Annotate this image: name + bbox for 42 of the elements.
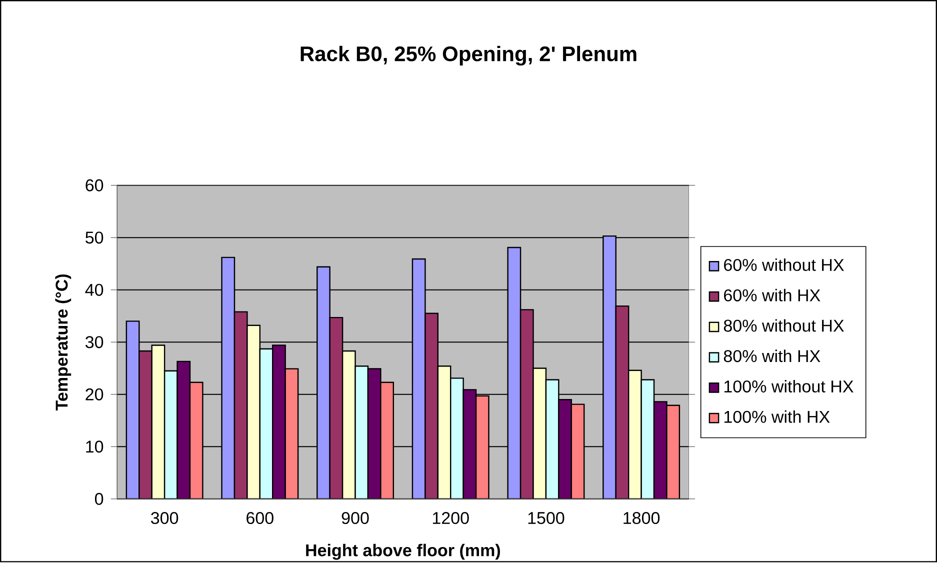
legend-label: 60% without HX [724, 258, 844, 271]
bar [342, 350, 356, 499]
y-tick-label: 0 [94, 492, 104, 505]
x-tick-label: 1200 [432, 512, 469, 524]
bar [246, 324, 261, 499]
y-tick-label: 60 [86, 179, 104, 192]
x-tick-label: 1500 [528, 512, 564, 524]
bar [189, 382, 204, 499]
y-tick-label: 40 [85, 284, 104, 296]
y-tick-label: 20 [86, 388, 104, 400]
bar [329, 316, 344, 499]
bar [380, 382, 394, 499]
legend-label: 100% without HX [724, 380, 854, 392]
bar [437, 365, 452, 499]
y-axis-title: Temperature (°C) [55, 274, 72, 410]
bar [615, 305, 630, 499]
bar [532, 367, 547, 499]
x-tick-label: 900 [342, 512, 369, 524]
x-tick-label: 600 [246, 512, 274, 524]
bar [367, 368, 382, 499]
legend-label: 60% with HX [724, 288, 820, 302]
legend-label: 100% with HX [724, 410, 830, 423]
legend-label: 80% with HX [724, 349, 820, 362]
y-tick-label: 10 [86, 440, 104, 452]
bar [475, 395, 490, 499]
x-tick-label: 300 [151, 512, 178, 524]
y-tick-label: 50 [86, 231, 104, 244]
bar [284, 368, 299, 499]
bar [138, 350, 152, 499]
x-axis-title: Height above floor (mm) [306, 544, 500, 560]
legend-label: 80% without HX [724, 319, 844, 332]
bar [520, 308, 534, 499]
bar [558, 398, 572, 499]
x-tick-label: 1800 [624, 512, 660, 524]
bar [424, 312, 438, 499]
y-tick-label: 30 [86, 336, 104, 348]
bar [234, 310, 248, 499]
bar [272, 344, 286, 499]
bar [628, 370, 642, 499]
bar [176, 360, 191, 499]
chart-title: Rack B0, 25% Opening, 2' Plenum [300, 46, 636, 66]
bar [151, 344, 166, 499]
